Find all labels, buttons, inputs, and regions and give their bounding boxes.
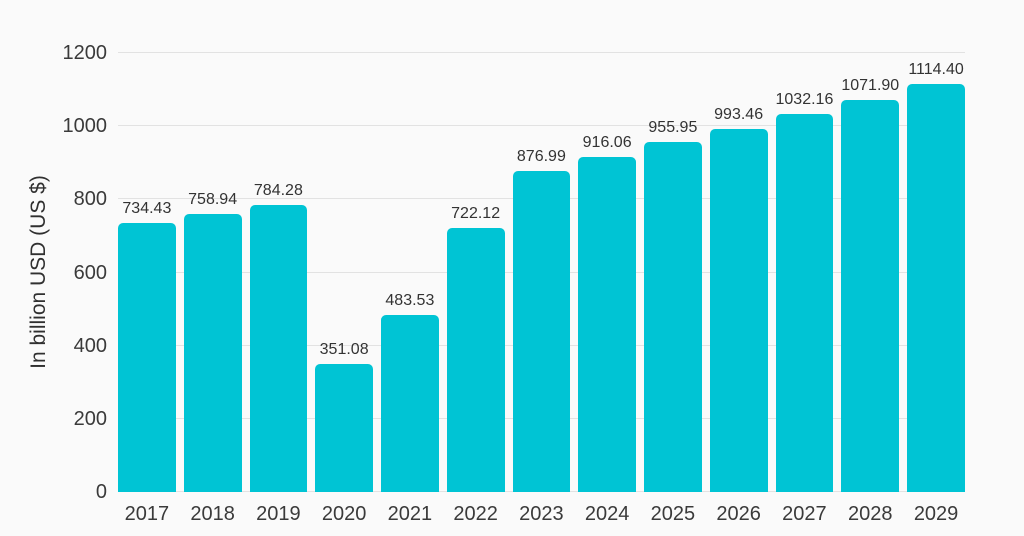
bar-group-2029: 1114.40 2029 xyxy=(907,53,965,525)
bar-2023 xyxy=(512,171,571,492)
x-tick-label-2022: 2022 xyxy=(453,503,498,525)
bar-series: 734.43 2017 758.94 2018 784.28 2019 351.08 2020… xyxy=(118,53,965,525)
y-tick-label-1200: 1200 xyxy=(62,42,108,64)
bar-2020 xyxy=(315,363,373,492)
bar-group-2021: 483.53 2021 xyxy=(381,53,439,525)
bar-2026 xyxy=(709,128,768,492)
bar-group-2027: 1032.16 2027 xyxy=(775,53,834,525)
bar-value-label: 916.06 xyxy=(582,133,632,151)
bar-group-2023: 876.99 2023 xyxy=(512,53,571,525)
bar-value-label: 351.08 xyxy=(319,340,369,358)
y-tick-label-1000: 1000 xyxy=(62,115,108,138)
x-tick-label-2029: 2029 xyxy=(913,503,959,525)
bar-2021 xyxy=(381,315,439,492)
gridline-1000 xyxy=(118,125,965,127)
bar-2019 xyxy=(249,205,308,492)
bar-value-label: 758.94 xyxy=(188,191,238,209)
bar-value-label: 1032.16 xyxy=(775,91,834,109)
bar-value-label: 1071.90 xyxy=(841,76,900,94)
x-tick-label-2018: 2018 xyxy=(190,503,235,525)
bar-value-label: 483.53 xyxy=(385,292,435,310)
gridline-1200 xyxy=(118,52,965,53)
x-tick-label-2020: 2020 xyxy=(321,503,367,525)
bar-group-2022: 722.12 2022 xyxy=(446,53,505,525)
bar-value-label: 876.99 xyxy=(516,148,566,166)
bar-2022 xyxy=(446,227,505,492)
bar-group-2018: 758.94 2018 xyxy=(183,53,242,525)
bar-2025 xyxy=(644,142,702,492)
bar-value-label: 955.95 xyxy=(648,119,698,137)
y-tick-label-600: 600 xyxy=(73,261,107,284)
bar-2017 xyxy=(118,223,176,492)
bar-group-2020: 351.08 2020 xyxy=(315,53,373,525)
x-tick-label-2026: 2026 xyxy=(716,503,761,525)
bar-2028 xyxy=(841,99,900,492)
x-tick-label-2025: 2025 xyxy=(650,503,696,525)
y-tick-label-400: 400 xyxy=(73,334,107,357)
x-tick-label-2024: 2024 xyxy=(584,503,630,525)
x-tick-label-2019: 2019 xyxy=(256,503,301,525)
bar-group-2017: 734.43 2017 xyxy=(118,53,176,525)
y-tick-label-200: 200 xyxy=(73,407,107,430)
bar-group-2025: 955.95 2025 xyxy=(644,53,702,525)
x-tick-label-2023: 2023 xyxy=(519,503,564,525)
bar-value-label: 993.46 xyxy=(714,105,764,123)
x-tick-label-2017: 2017 xyxy=(124,503,170,525)
bar-2018 xyxy=(183,214,242,492)
y-axis-ticks: 0 200 400 600 800 1000 1200 xyxy=(17,43,108,502)
bar-group-2019: 784.28 2019 xyxy=(249,53,308,525)
bar-value-label: 722.12 xyxy=(451,204,501,222)
bar-value-label: 1114.40 xyxy=(908,61,964,79)
bar-group-2024: 916.06 2024 xyxy=(578,53,636,525)
bar-value-label: 784.28 xyxy=(253,182,303,200)
bar-2029 xyxy=(907,84,965,492)
x-tick-label-2027: 2027 xyxy=(782,503,827,525)
bar-group-2028: 1071.90 2028 xyxy=(841,53,900,525)
x-tick-label-2021: 2021 xyxy=(387,503,433,525)
x-tick-label-2028: 2028 xyxy=(848,503,893,525)
bar-2024 xyxy=(578,156,636,492)
y-tick-label-800: 800 xyxy=(73,188,107,211)
bar-group-2026: 993.46 2026 xyxy=(709,53,768,525)
plot-area: 0 200 400 600 800 1000 1200 734.43 2017 758.94 20… xyxy=(63,43,965,525)
bar-value-label: 734.43 xyxy=(122,200,172,218)
bar-2027 xyxy=(775,114,834,492)
y-tick-label-0: 0 xyxy=(95,481,107,503)
